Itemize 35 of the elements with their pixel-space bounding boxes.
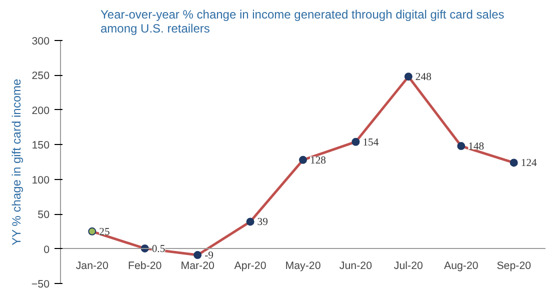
y-axis-title: YY % chage in gift card income xyxy=(9,78,24,246)
x-tick-label: Jun-20 xyxy=(339,260,372,272)
data-label: 124 xyxy=(520,158,538,170)
x-tick-label: Jul-20 xyxy=(394,260,424,272)
y-tick-label: 200 xyxy=(32,104,50,117)
x-tick-label: Apr-20 xyxy=(234,260,266,272)
y-tick-label: 100 xyxy=(32,174,50,186)
x-tick-label: May-20 xyxy=(285,260,321,272)
data-label: 39 xyxy=(257,217,268,228)
point xyxy=(510,158,518,167)
y-tick-label: −50 xyxy=(31,278,50,290)
data-label: -9 xyxy=(204,250,214,262)
point xyxy=(352,138,360,146)
point xyxy=(194,251,202,260)
x-tick-label: Jan-20 xyxy=(76,260,108,272)
chart-title: Year-over-year % change in income generated through digital gift card sales among U.S. retailers xyxy=(100,8,504,36)
y-tick-label: 300 xyxy=(32,36,50,48)
x-tick-label: Aug-20 xyxy=(444,260,478,272)
point xyxy=(88,227,96,236)
data-label: 0.5 xyxy=(152,244,166,255)
y-tick-label: 0 xyxy=(44,244,50,256)
x-tick-label: Mar-20 xyxy=(180,260,215,272)
data-label: 128 xyxy=(310,155,326,166)
data-label: 248 xyxy=(415,72,432,84)
data-label: 154 xyxy=(362,137,380,148)
point xyxy=(299,156,307,164)
y-tick-label: 250 xyxy=(32,70,50,82)
point xyxy=(404,72,412,81)
point xyxy=(246,218,254,226)
x-tick-label: Sep-20 xyxy=(496,260,532,272)
data-label: 148 xyxy=(468,142,484,153)
x-tick-label: Feb-20 xyxy=(128,260,162,272)
point xyxy=(457,142,466,150)
y-tick-label: 50 xyxy=(38,209,50,222)
y-tick-label: 150 xyxy=(32,140,50,152)
